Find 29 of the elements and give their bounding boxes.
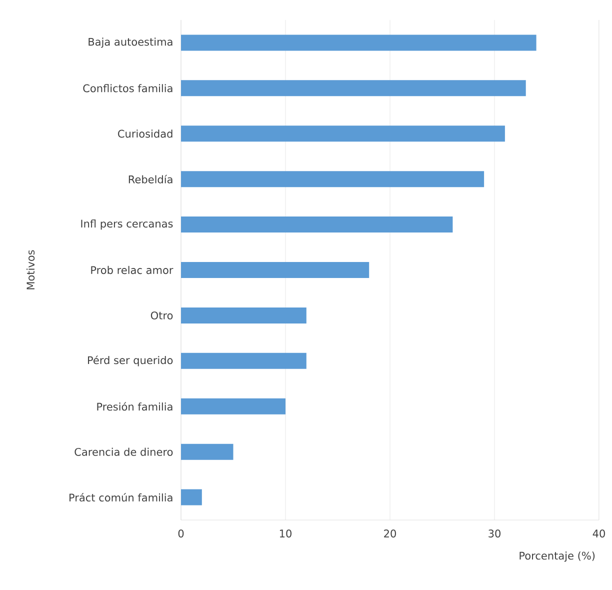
bar [181, 80, 526, 96]
y-tick-label: Otro [150, 311, 173, 320]
bar [181, 216, 453, 233]
x-axis-title: Porcentaje (%) [520, 552, 595, 562]
y-tick-label: Rebeldía [128, 174, 172, 184]
x-tick-label: 20 [384, 530, 396, 538]
y-tick-label: Conflictos familia [83, 84, 172, 92]
bar [181, 307, 306, 324]
y-tick-label: Carencia de dinero [74, 448, 173, 456]
bar [181, 352, 306, 369]
y-tick-label: Presión familia [97, 402, 172, 411]
y-tick-label: Infl pers cercanas [81, 219, 173, 230]
bar [181, 444, 234, 460]
bar [181, 398, 286, 414]
x-tick-label: 40 [592, 530, 605, 538]
y-axis-title: Motivos [26, 250, 35, 290]
bar [181, 34, 536, 51]
bar [181, 171, 484, 188]
bar [181, 126, 505, 142]
x-tick-label: 10 [280, 530, 292, 538]
x-tick-label: 0 [178, 530, 184, 538]
y-tick-label: Baja autoestima [88, 38, 172, 48]
x-tick-label: 30 [488, 530, 500, 538]
bar [181, 262, 370, 278]
y-tick-label: Curiosidad [118, 130, 172, 138]
bar [181, 489, 202, 506]
y-tick-label: Prob relac amor [91, 266, 174, 274]
y-tick-label: Práct común familia [70, 493, 172, 502]
y-tick-label: Pérd ser querido [88, 356, 173, 366]
